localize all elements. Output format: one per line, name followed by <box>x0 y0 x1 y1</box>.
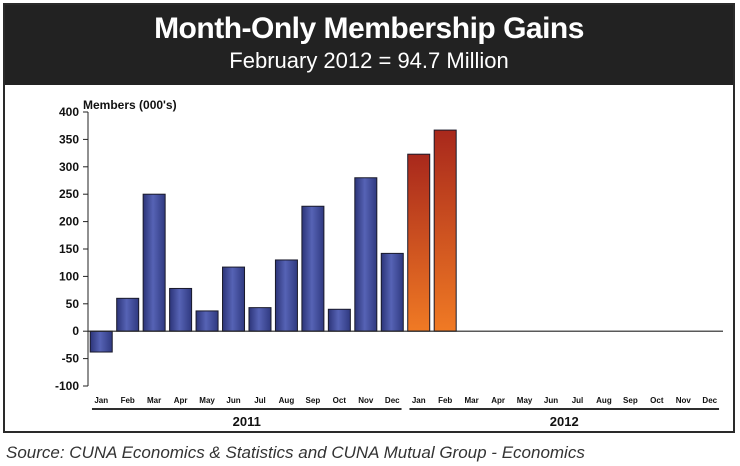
bar-2011-aug <box>274 259 298 332</box>
bar-2011-oct <box>327 308 351 332</box>
bar-2012-feb <box>433 129 457 332</box>
x-tick-label: Feb <box>438 396 452 405</box>
x-tick-label: Jan <box>94 396 108 405</box>
y-tick-label: 350 <box>59 132 79 146</box>
x-tick-label: Jun <box>226 396 240 405</box>
x-tick-label: Nov <box>676 396 692 405</box>
y-axis-label: Members (000's) <box>83 98 177 112</box>
x-tick-label: Jul <box>254 396 266 405</box>
bar-2011-may <box>195 310 219 332</box>
x-tick-label: Sep <box>623 396 638 405</box>
y-axis: 400 350 300 250 200 150 100 50 0 -50 -100 <box>55 105 89 393</box>
x-tick-label: Apr <box>174 396 188 405</box>
y-tick-label: 100 <box>59 269 79 283</box>
x-tick-label: Aug <box>596 396 612 405</box>
x-tick-label: Dec <box>385 396 400 405</box>
chart-header: Month-Only Membership Gains February 201… <box>5 5 733 85</box>
x-axis: Jan Feb Mar Apr May Jun Jul Aug Sep Oct Nov Dec Jan F… <box>88 330 723 429</box>
x-tick-label: Mar <box>147 396 161 405</box>
x-tick-label: May <box>517 396 533 405</box>
x-tick-label: Oct <box>333 396 347 405</box>
y-tick-label: -50 <box>62 352 80 366</box>
x-tick-label: Apr <box>491 396 505 405</box>
bars <box>89 129 457 353</box>
bar-2011-jun <box>222 266 246 332</box>
year-label-2011: 2011 <box>233 414 261 429</box>
y-tick-label: 250 <box>59 187 79 201</box>
x-tick-label: Jun <box>544 396 558 405</box>
bar-2011-dec <box>380 252 404 332</box>
x-tick-label: Nov <box>358 396 374 405</box>
bar-2011-mar <box>142 193 166 332</box>
x-tick-label: Oct <box>650 396 664 405</box>
y-tick-label: 0 <box>72 324 79 338</box>
bar-2011-nov <box>354 177 378 332</box>
y-tick-label: 150 <box>59 242 79 256</box>
y-tick-label: 300 <box>59 160 79 174</box>
bar-2011-jan <box>89 330 113 353</box>
chart-frame: Month-Only Membership Gains February 201… <box>3 3 735 433</box>
bar-2011-apr <box>169 287 193 332</box>
chart-plot: Members (000's) 400 350 300 250 200 150 100 50 0… <box>55 98 723 429</box>
x-tick-label: Aug <box>279 396 295 405</box>
y-tick-label: 50 <box>66 297 80 311</box>
chart-subtitle: February 2012 = 94.7 Million <box>229 48 509 73</box>
x-tick-label: Sep <box>306 396 321 405</box>
x-tick-label: Mar <box>465 396 479 405</box>
x-tick-label: Jan <box>412 396 426 405</box>
y-tick-label: 400 <box>59 105 79 119</box>
x-tick-label: Jul <box>572 396 584 405</box>
bar-2012-jan <box>407 153 431 332</box>
x-tick-label: Feb <box>121 396 135 405</box>
x-tick-label: Dec <box>702 396 717 405</box>
bar-2011-jul <box>248 307 272 332</box>
y-tick-label: -100 <box>55 379 79 393</box>
source-note: Source: CUNA Economics & Statistics and … <box>6 443 585 462</box>
y-tick-label: 200 <box>59 215 79 229</box>
bar-2011-feb <box>116 297 140 332</box>
bar-2011-sep <box>301 205 325 332</box>
chart-title: Month-Only Membership Gains <box>154 12 584 45</box>
x-tick-label: May <box>199 396 215 405</box>
year-label-2012: 2012 <box>550 414 579 429</box>
